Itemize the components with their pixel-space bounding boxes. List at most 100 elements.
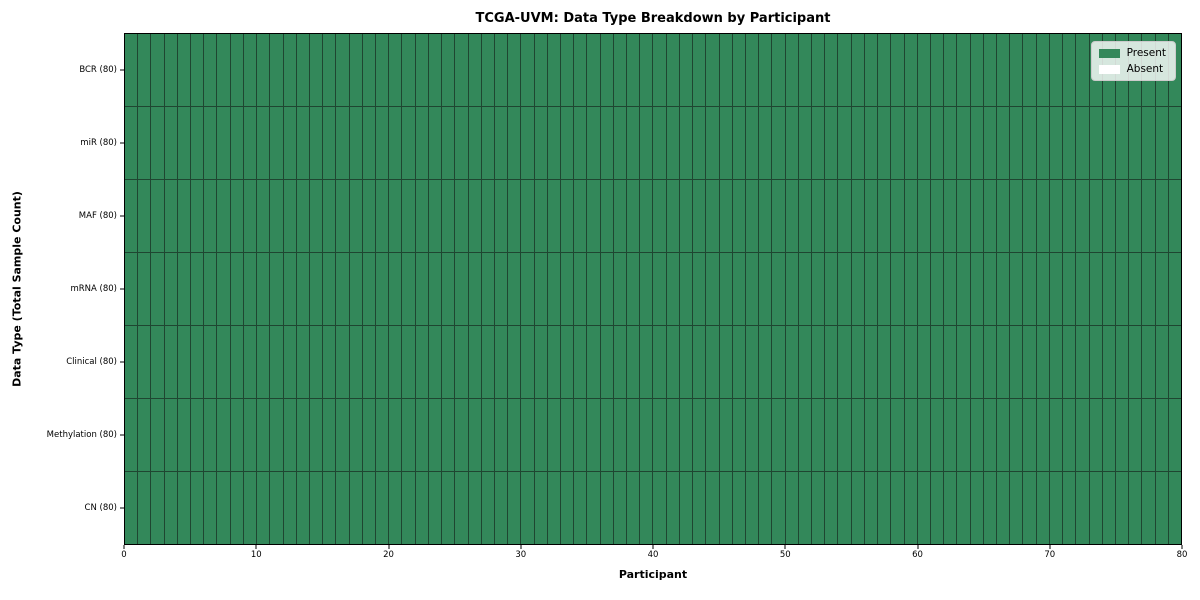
heatmap-cell	[627, 472, 640, 544]
heatmap-cell	[759, 180, 772, 252]
heatmap-cell	[296, 180, 309, 252]
heatmap-cell	[336, 472, 349, 544]
heatmap-cell	[1089, 180, 1102, 252]
heatmap-cell	[679, 399, 693, 471]
heatmap-cell	[243, 472, 257, 544]
heatmap-cell	[508, 326, 521, 398]
heatmap-cell	[613, 326, 627, 398]
heatmap-cell	[759, 326, 772, 398]
heatmap-cell	[732, 180, 745, 252]
heatmap-cell	[455, 107, 468, 179]
heatmap-cell	[930, 399, 944, 471]
heatmap-cell	[719, 472, 732, 544]
heatmap-cell	[1023, 34, 1036, 106]
heatmap-cell	[812, 472, 825, 544]
heatmap-cell	[1129, 399, 1142, 471]
heatmap-cell	[772, 326, 785, 398]
heatmap-cell	[851, 34, 864, 106]
legend-label: Present	[1126, 47, 1166, 59]
heatmap-cell	[997, 107, 1010, 179]
heatmap-cell	[428, 399, 442, 471]
heatmap-cell	[574, 253, 587, 325]
heatmap-cell	[257, 399, 270, 471]
heatmap-cell	[243, 180, 257, 252]
heatmap-cell	[1049, 34, 1063, 106]
heatmap-cell	[481, 326, 494, 398]
heatmap-cell	[402, 253, 415, 325]
heatmap-cell	[891, 180, 904, 252]
heatmap-cell	[1076, 180, 1089, 252]
heatmap-cell	[468, 253, 481, 325]
heatmap-cell	[666, 107, 679, 179]
heatmap-cell	[1063, 34, 1076, 106]
heatmap-cell	[904, 34, 917, 106]
heatmap-cell	[1129, 180, 1142, 252]
heatmap-cell	[164, 326, 177, 398]
x-tick-label: 50	[779, 550, 791, 560]
heatmap-cell	[1168, 326, 1181, 398]
heatmap-cell	[1049, 472, 1063, 544]
legend-swatch-icon	[1098, 64, 1120, 74]
heatmap-cell	[547, 399, 560, 471]
heatmap-cell	[125, 326, 138, 398]
heatmap-cell	[904, 253, 917, 325]
heatmap-cell	[204, 399, 217, 471]
heatmap-cell	[1036, 34, 1049, 106]
heatmap-cell	[666, 326, 679, 398]
heatmap-cell	[891, 253, 904, 325]
heatmap-cell	[257, 34, 270, 106]
heatmap-cell	[376, 253, 389, 325]
heatmap-cell	[442, 107, 455, 179]
heatmap-cell	[270, 253, 283, 325]
heatmap-cell	[825, 34, 838, 106]
heatmap-cell	[257, 253, 270, 325]
heatmap-cell	[904, 326, 917, 398]
heatmap-cell	[838, 34, 851, 106]
heatmap-cell	[666, 180, 679, 252]
heatmap-cell	[798, 180, 812, 252]
heatmap-cell	[878, 107, 891, 179]
heatmap-cell	[613, 34, 627, 106]
heatmap-cell	[217, 34, 230, 106]
heatmap-cell	[547, 180, 560, 252]
heatmap-cell	[283, 180, 296, 252]
heatmap-cell	[600, 107, 613, 179]
heatmap-cell	[864, 253, 878, 325]
heatmap-cell	[812, 326, 825, 398]
heatmap-cell	[666, 253, 679, 325]
x-tick-mark	[784, 545, 786, 549]
heatmap-cell	[1049, 180, 1063, 252]
heatmap-cell	[838, 472, 851, 544]
heatmap-cell	[1036, 180, 1049, 252]
heatmap-cell	[693, 253, 706, 325]
heatmap-cell	[666, 472, 679, 544]
y-tick-mark	[120, 507, 124, 509]
heatmap-cell	[679, 326, 693, 398]
heatmap-cell	[587, 107, 600, 179]
x-tick-mark	[917, 545, 918, 549]
heatmap-cell	[376, 34, 389, 106]
heatmap-cell	[561, 34, 574, 106]
heatmap-cell	[336, 34, 349, 106]
heatmap-cell	[825, 399, 838, 471]
x-tick-label: 20	[383, 550, 394, 560]
y-tick-mark	[120, 215, 124, 217]
heatmap-cell	[521, 253, 534, 325]
y-tick-label: MAF (80)	[78, 210, 117, 221]
heatmap-cell	[1102, 326, 1115, 398]
heatmap-cell	[997, 472, 1010, 544]
heatmap-cell	[666, 34, 679, 106]
heatmap-cell	[547, 326, 560, 398]
heatmap-cell	[296, 107, 309, 179]
heatmap-cell	[1102, 107, 1115, 179]
heatmap-cell	[970, 34, 983, 106]
heatmap-cell	[442, 34, 455, 106]
heatmap-cell	[732, 326, 745, 398]
heatmap-cell	[1076, 253, 1089, 325]
heatmap-cell	[878, 180, 891, 252]
heatmap-cell	[296, 34, 309, 106]
heatmap-cell	[785, 472, 798, 544]
heatmap-cell	[1063, 326, 1076, 398]
heatmap-cell	[217, 253, 230, 325]
heatmap-cell	[1036, 326, 1049, 398]
